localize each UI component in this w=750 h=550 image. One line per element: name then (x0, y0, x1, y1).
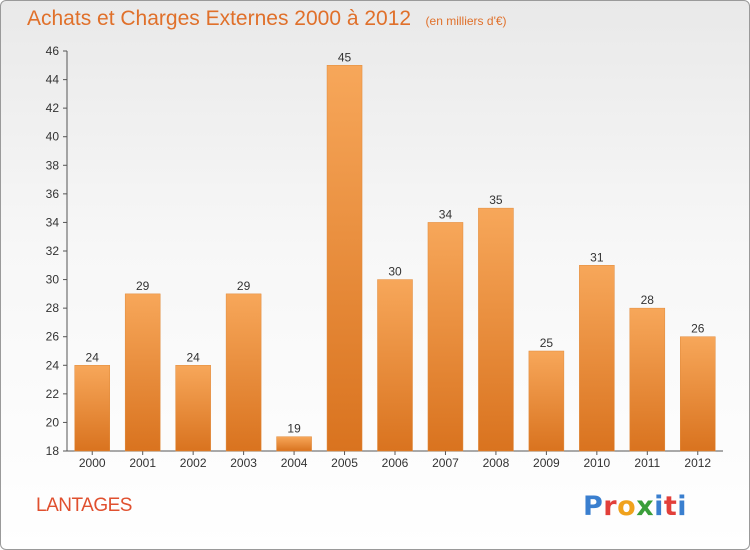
bar-2010[interactable] (579, 265, 615, 452)
logo-letter: P (583, 491, 604, 522)
bar-2005[interactable] (326, 65, 363, 452)
logo-letter: r (603, 491, 618, 522)
y-tick-label: 22 (46, 387, 60, 401)
bar-2002[interactable] (175, 365, 211, 452)
y-tick-label: 44 (46, 73, 60, 87)
data-label-2004: 19 (287, 422, 301, 436)
x-tick-label: 2005 (331, 456, 358, 470)
bar-2000[interactable] (74, 365, 110, 452)
y-tick-label: 34 (46, 215, 60, 229)
y-tick-label: 28 (46, 301, 60, 315)
y-tick-label: 40 (46, 130, 60, 144)
x-tick-label: 2008 (483, 456, 510, 470)
x-tick-label: 2002 (180, 456, 207, 470)
data-label-2000: 24 (86, 350, 100, 364)
title-row: Achats et Charges Externes 2000 à 2012 (… (27, 7, 507, 31)
data-label-2005: 45 (338, 50, 352, 64)
logo-letter: i (677, 491, 688, 522)
x-tick-label: 2000 (79, 456, 106, 470)
commune-name: LANTAGES (36, 495, 132, 516)
y-tick-label: 42 (46, 101, 60, 115)
logo-letter: o (617, 491, 637, 522)
bar-2001[interactable] (124, 293, 161, 452)
y-tick-label: 30 (46, 273, 60, 287)
data-label-2001: 29 (136, 279, 150, 293)
bars (74, 65, 716, 452)
bar-2012[interactable] (680, 336, 716, 452)
x-tick-label: 2012 (684, 456, 711, 470)
x-tick-label: 2011 (634, 456, 660, 470)
x-tick-label: 2004 (281, 456, 308, 470)
x-tick-label: 2007 (432, 456, 459, 470)
logo-letter: i (654, 491, 664, 522)
labels: 2000 24 2001 29 2002 24 2003 29 2004 19 2005 45 2006… (79, 50, 712, 470)
logo-letter: x (636, 491, 655, 522)
data-label-2003: 29 (237, 279, 251, 293)
y-tick-label: 36 (46, 187, 60, 201)
data-label-2002: 24 (186, 350, 200, 364)
data-label-2009: 25 (540, 336, 554, 350)
x-tick-label: 2003 (230, 456, 257, 470)
bar-2004[interactable] (276, 436, 312, 452)
bar-2007[interactable] (427, 222, 464, 452)
data-label-2008: 35 (489, 193, 503, 207)
data-label-2010: 31 (590, 250, 604, 264)
logo-letter: t (663, 491, 678, 522)
bar-2008[interactable] (478, 207, 514, 452)
data-label-2011: 28 (641, 293, 655, 307)
y-tick-label: 46 (46, 44, 60, 58)
chart-subtitle: (en milliers d'€) (425, 14, 507, 28)
x-tick-label: 2006 (382, 456, 409, 470)
chart-title: Achats et Charges Externes 2000 à 2012 (27, 7, 412, 30)
x-tick-label: 2010 (583, 456, 610, 470)
x-tick-label: 2009 (533, 456, 560, 470)
data-label-2007: 34 (439, 207, 453, 221)
bar-2011[interactable] (629, 307, 666, 452)
y-tick-label: 18 (46, 444, 60, 458)
data-label-2006: 30 (388, 265, 402, 279)
y-tick-label: 32 (46, 244, 60, 258)
y-tick-label: 38 (46, 158, 60, 172)
y-tick-label: 20 (46, 415, 60, 429)
proxiti-logo[interactable]: Proxiti (583, 491, 687, 522)
bar-2009[interactable] (528, 350, 565, 452)
y-tick-label: 26 (46, 330, 60, 344)
data-label-2012: 26 (691, 322, 705, 336)
bar-2003[interactable] (225, 293, 262, 452)
bar-2006[interactable] (377, 279, 413, 452)
x-tick-label: 2001 (129, 456, 156, 470)
y-tick-label: 24 (46, 358, 60, 372)
